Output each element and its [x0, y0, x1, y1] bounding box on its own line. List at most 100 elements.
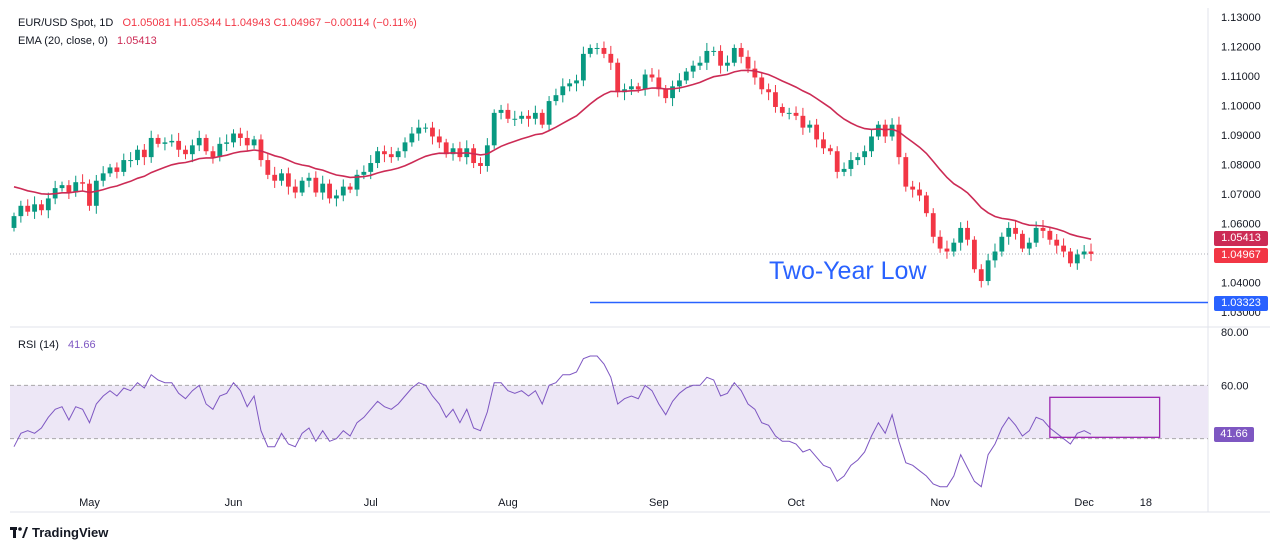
candle-body	[286, 173, 291, 187]
candle-body	[80, 182, 85, 184]
rsi-axis-tick: 60.00	[1221, 380, 1249, 392]
candle-body	[471, 148, 477, 164]
candle-body	[882, 124, 888, 137]
candle-body	[608, 53, 614, 63]
candle-body	[25, 205, 31, 212]
ema-line	[13, 69, 1092, 240]
candle-body	[512, 118, 518, 120]
candle-body	[965, 227, 970, 240]
candle-body	[629, 86, 634, 90]
candle-body	[1081, 251, 1087, 255]
candle-body	[560, 86, 566, 96]
candle-body	[1006, 227, 1012, 237]
candle-body	[1061, 245, 1066, 252]
candle-body	[224, 142, 230, 144]
candle-body	[1054, 239, 1060, 246]
candle-body	[265, 160, 271, 175]
candle-body	[731, 47, 737, 63]
ema-label: EMA (20, close, 0)	[18, 35, 108, 47]
candle-body	[642, 74, 648, 90]
candle-body	[889, 124, 895, 137]
candle-body	[539, 112, 545, 125]
candle-body	[869, 136, 874, 152]
tradingview-brand[interactable]: TradingView	[10, 525, 108, 540]
candle-body	[944, 248, 950, 252]
candle-body	[690, 65, 696, 72]
price-axis-tick: 1.13000	[1221, 12, 1261, 24]
candle-body	[978, 269, 984, 282]
candle-body	[87, 183, 92, 206]
candle-body	[793, 112, 799, 116]
candle-body	[951, 242, 957, 252]
candle-body	[526, 115, 531, 119]
candle-body	[183, 149, 188, 155]
candle-body	[725, 62, 730, 66]
candle-body	[677, 80, 682, 87]
candle-body	[334, 195, 339, 199]
candle-body	[436, 136, 442, 143]
price-axis-tick: 1.09000	[1221, 130, 1261, 142]
candle-body	[375, 151, 380, 164]
candle-body	[32, 204, 37, 212]
candle-body	[39, 204, 44, 211]
candle-body	[848, 160, 854, 169]
candle-body	[114, 167, 120, 172]
candle-body	[18, 205, 24, 217]
low-price-tag: 1.03323	[1214, 296, 1268, 311]
price-axis-tick: 1.04000	[1221, 278, 1261, 290]
candle-body	[683, 71, 689, 81]
candle-body	[409, 133, 415, 143]
candle-body	[430, 127, 435, 137]
rsi-line	[13, 355, 1092, 488]
candle-body	[1047, 230, 1053, 240]
candle-body	[498, 109, 504, 113]
candle-body	[697, 62, 703, 66]
candle-body	[635, 86, 641, 90]
candle-body	[292, 186, 298, 193]
candle-body	[423, 127, 428, 129]
price-axis-tick: 1.12000	[1221, 42, 1261, 54]
candle-body	[601, 47, 607, 54]
time-axis-tick: Aug	[498, 497, 518, 509]
candle-body	[258, 139, 264, 161]
candle-body	[738, 47, 744, 57]
candle-body	[827, 148, 833, 152]
candle-body	[217, 143, 223, 158]
candle-body	[580, 53, 586, 81]
brand-name: TradingView	[32, 525, 109, 540]
candle-body	[670, 86, 675, 99]
candle-body	[176, 140, 182, 150]
candle-body	[505, 109, 511, 119]
rsi-value-tag: 41.66	[1214, 427, 1254, 442]
candle-body	[800, 115, 806, 128]
candle-body	[141, 149, 147, 158]
candle-body	[917, 189, 922, 196]
candle-body	[93, 180, 99, 206]
price-axis-tick: 1.07000	[1221, 189, 1261, 201]
candle-body	[361, 171, 367, 175]
candle-body	[162, 142, 168, 144]
candle-body	[450, 148, 456, 155]
candle-body	[841, 168, 847, 172]
candle-body	[299, 180, 305, 193]
candle-body	[958, 227, 964, 243]
candle-body	[388, 154, 394, 158]
candle-body	[1074, 254, 1080, 264]
candle-body	[937, 236, 943, 249]
candle-body	[594, 47, 600, 49]
time-axis-tick: Jul	[364, 497, 378, 509]
candle-body	[340, 186, 346, 196]
candle-body	[313, 177, 319, 193]
candle-body	[354, 174, 360, 190]
candle-body	[107, 167, 113, 174]
candle-body	[279, 173, 284, 181]
candle-body	[484, 145, 490, 166]
candle-body	[135, 149, 140, 161]
candle-body	[759, 77, 765, 90]
candle-body	[752, 68, 758, 78]
candle-body	[649, 74, 655, 78]
candle-body	[327, 183, 332, 199]
candle-body	[402, 142, 408, 152]
candle-body	[382, 151, 387, 155]
candle-body	[711, 50, 717, 52]
